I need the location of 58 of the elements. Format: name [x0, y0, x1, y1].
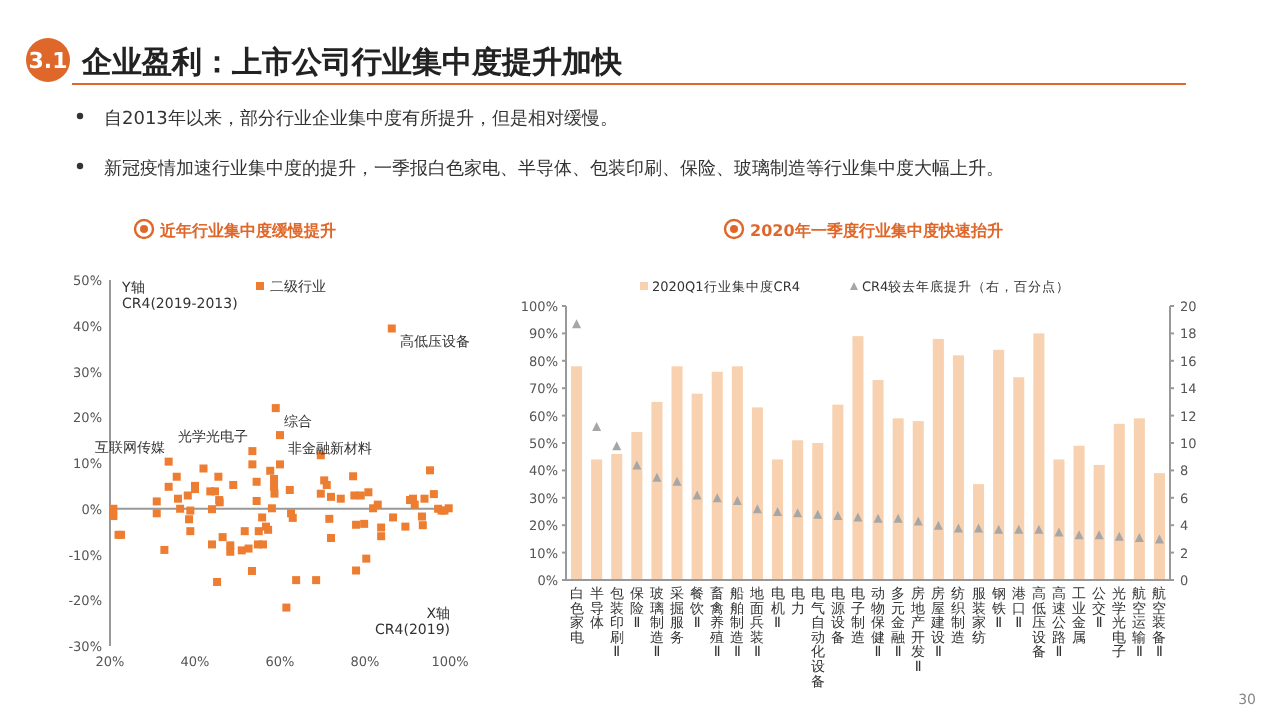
point: [1034, 524, 1044, 534]
point: [913, 516, 923, 526]
bar: [671, 366, 683, 580]
point: [994, 524, 1004, 534]
point: [873, 513, 883, 523]
point: [1054, 527, 1064, 537]
bar: [1053, 459, 1065, 580]
bar: [952, 355, 964, 580]
bar: [792, 440, 804, 580]
bar: [751, 407, 763, 580]
point: [612, 441, 622, 451]
point: [893, 513, 903, 523]
point: [672, 476, 682, 486]
bar: [631, 432, 643, 580]
bar: [1013, 377, 1025, 580]
bar: [872, 379, 884, 580]
bar: [812, 443, 824, 580]
point: [752, 504, 762, 514]
point: [1014, 524, 1024, 534]
bar: [651, 401, 663, 580]
bar: [1073, 445, 1085, 580]
bar: [832, 404, 844, 580]
point: [1134, 533, 1144, 543]
bar: [711, 371, 723, 580]
bar: [1133, 418, 1145, 580]
text: 3.1: [28, 48, 68, 74]
point: [692, 490, 702, 500]
bar: [892, 418, 904, 580]
text: 自2013年以来，部分行业企业集中度有所提升，但是相对缓慢。: [104, 108, 618, 130]
chart-title: 近年行业集中度缓慢提升: [158, 220, 336, 240]
point: [732, 496, 742, 506]
bar: [691, 393, 703, 580]
bar: [932, 338, 944, 580]
bar: [852, 336, 864, 580]
bar: [973, 484, 985, 580]
point: [652, 472, 662, 482]
bar: [731, 366, 743, 580]
bar: [1113, 423, 1125, 580]
bar: [1093, 464, 1105, 580]
chart-title: 2020年一季度行业集中度快速抬升: [750, 220, 1003, 240]
bar: [611, 453, 623, 580]
point: [1114, 531, 1124, 541]
bar: [772, 459, 784, 580]
bar: [1153, 473, 1165, 580]
point: [813, 509, 823, 519]
point: [933, 520, 943, 530]
point: [592, 422, 602, 432]
bar: [912, 421, 924, 580]
bar: [591, 459, 603, 580]
point: [833, 511, 843, 521]
point: [1074, 530, 1084, 540]
point: [773, 507, 783, 516]
text: 企业盈利：上市公司行业集中度提升加快: [80, 44, 624, 80]
point: [572, 319, 582, 329]
bar: [571, 366, 583, 580]
bar: [1033, 333, 1045, 580]
text: 新冠疫情加速行业集中度的提升，一季报白色家电、半导体、包装印刷、保险、玻璃制造等行业集中度大幅上升。: [104, 158, 1004, 180]
bar: [993, 349, 1005, 580]
